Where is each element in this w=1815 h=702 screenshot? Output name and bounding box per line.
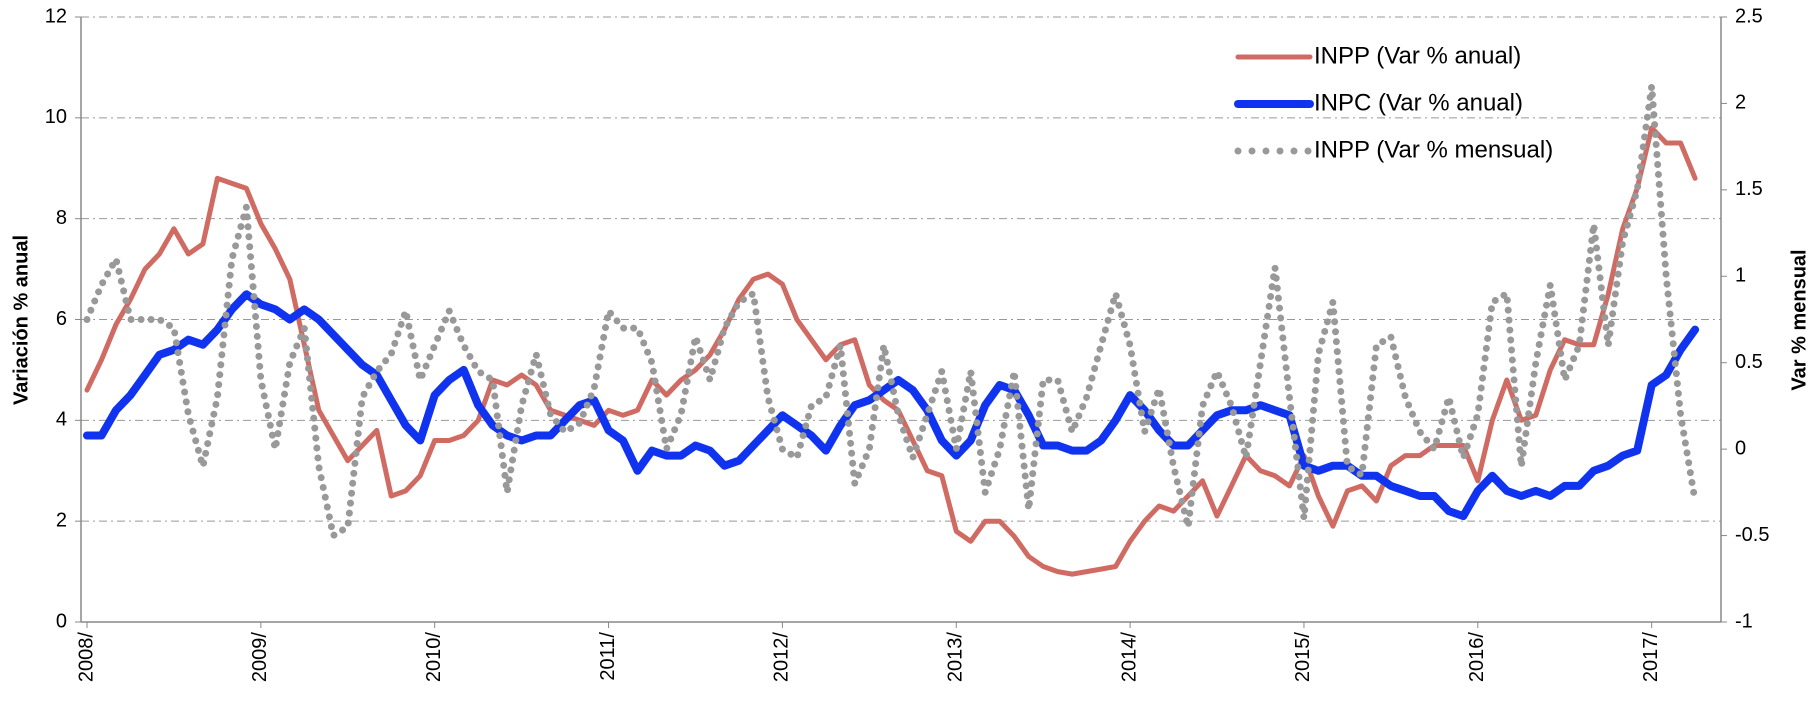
y2-tick-label: 2 <box>1735 92 1746 114</box>
x-tick-label: 2015/ <box>1292 632 1314 682</box>
x-tick-label: 2008/ <box>75 632 97 682</box>
y2-tick-label: 0.5 <box>1735 351 1763 373</box>
y-tick-label: 10 <box>45 106 67 128</box>
y-tick-label: 12 <box>45 5 67 27</box>
y2-tick-label: 2.5 <box>1735 5 1763 27</box>
y2-tick-label: -0.5 <box>1735 524 1769 546</box>
x-tick-label: 2014/ <box>1118 632 1140 682</box>
x-tick-label: 2011/ <box>597 632 619 681</box>
y2-axis-title: Var % mensual <box>1788 249 1810 390</box>
y-axis-title: Variación % anual <box>10 235 32 405</box>
legend-label: INPC (Var % anual) <box>1314 89 1523 116</box>
y2-tick-label: -1 <box>1735 610 1753 632</box>
x-tick-label: 2017/ <box>1640 632 1662 682</box>
y-tick-label: 2 <box>56 509 67 531</box>
y-tick-label: 8 <box>56 207 67 229</box>
y-tick-label: 0 <box>56 610 67 632</box>
y2-tick-label: 1 <box>1735 265 1746 287</box>
x-tick-label: 2012/ <box>771 632 793 682</box>
y2-tick-label: 0 <box>1735 437 1746 459</box>
x-tick-label: 2009/ <box>249 632 271 682</box>
legend-label: INPP (Var % mensual) <box>1314 136 1553 163</box>
x-tick-label: 2013/ <box>945 632 967 682</box>
y-tick-label: 4 <box>56 409 67 431</box>
y-tick-label: 6 <box>56 308 67 330</box>
line-series <box>83 82 1699 540</box>
x-tick-label: 2010/ <box>423 632 445 682</box>
y2-tick-label: 1.5 <box>1735 178 1763 200</box>
legend-label: INPP (Var % anual) <box>1314 42 1521 69</box>
x-tick-label: 2016/ <box>1466 632 1488 682</box>
